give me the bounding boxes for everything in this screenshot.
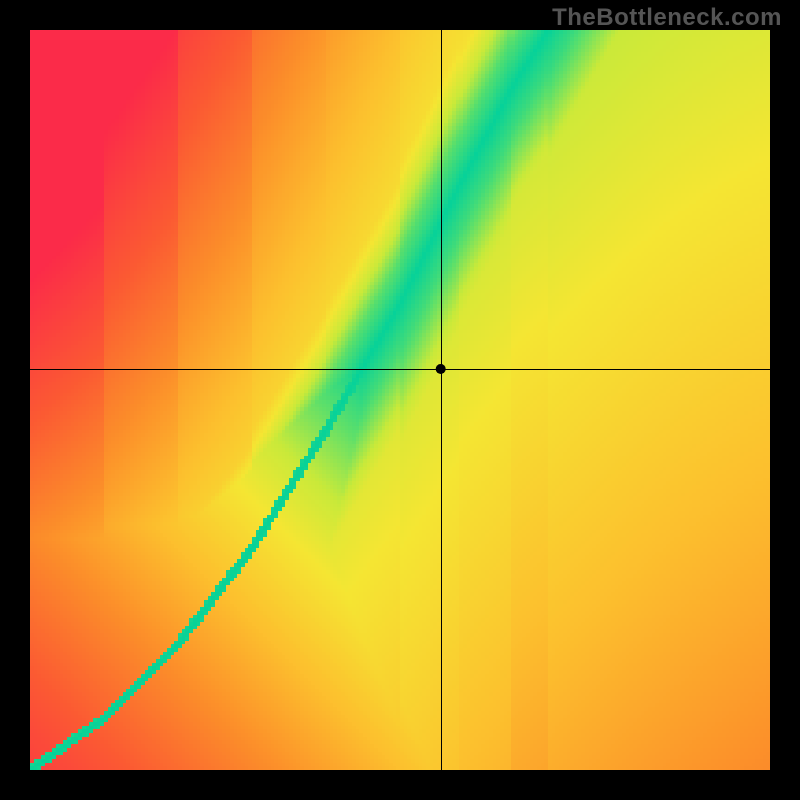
watermark-label: TheBottleneck.com xyxy=(552,4,782,32)
bottleneck-heatmap xyxy=(30,30,770,770)
chart-frame: TheBottleneck.com xyxy=(0,0,800,800)
